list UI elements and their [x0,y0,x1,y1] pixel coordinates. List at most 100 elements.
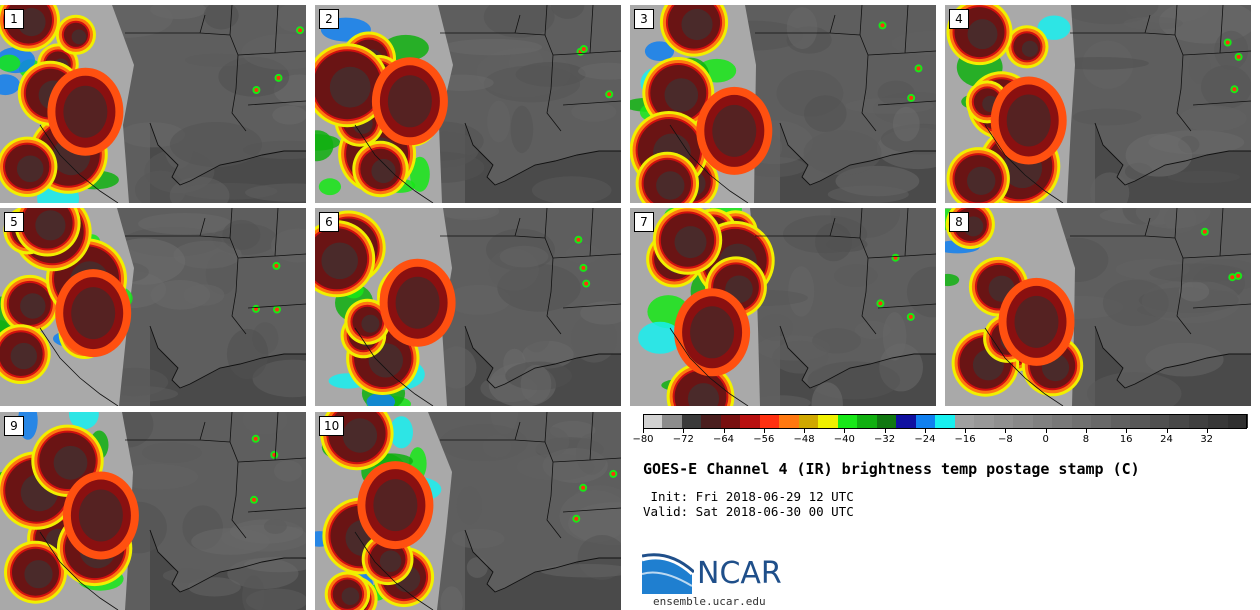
member-number: 10 [319,416,345,436]
colorbar-tick [965,428,967,433]
member-number: 9 [4,416,24,436]
colorbar-tick [1166,428,1168,433]
colorbar-segment [954,414,975,428]
valid-time: Valid: Sat 2018-06-30 00 UTC [643,504,854,519]
logo-text: NCAR [697,556,782,591]
colorbar-tick-label: 24 [1160,434,1173,445]
ensemble-member-panel: 2 [315,5,621,203]
colorbar-tick [884,428,886,433]
colorbar-segment [1091,414,1112,428]
colorbar-segment [779,414,800,428]
ir-brightness-map [945,5,1251,203]
ensemble-member-panel: 6 [315,208,621,406]
colorbar-tick-label: −40 [833,434,855,445]
colorbar-segment [701,414,722,428]
ensemble-member-panel: 8 [945,208,1251,406]
ir-brightness-map [0,208,306,406]
figure-title: GOES-E Channel 4 (IR) brightness temp po… [643,460,1140,478]
ir-brightness-map [630,208,936,406]
colorbar-tick-label: −72 [672,434,694,445]
colorbar-tick [1005,428,1007,433]
colorbar-tick-label: 0 [1042,434,1049,445]
colorbar-segment [643,414,664,428]
ir-brightness-map [315,5,621,203]
ncar-logo: NCAR [641,552,802,598]
colorbar-tick [1045,428,1047,433]
ir-brightness-map [945,208,1251,406]
colorbar-segment [974,414,995,428]
colorbar-segment [1032,414,1053,428]
colorbar-segment [1188,414,1209,428]
ensemble-member-panel: 9 [0,412,306,610]
colorbar-segment [876,414,897,428]
colorbar-tick [1085,428,1087,433]
colorbar-tick [924,428,926,433]
site-url: ensemble.ucar.edu [653,595,766,608]
colorbar-tick-label: −48 [793,434,815,445]
colorbar-segment [818,414,839,428]
colorbar-tick-label: 16 [1119,434,1133,445]
colorbar-segment [1227,414,1248,428]
ensemble-member-panel: 1 [0,5,306,203]
colorbar-tick-label: −8 [998,434,1013,445]
colorbar-tick-label: −32 [874,434,896,445]
colorbar-segment [837,414,858,428]
colorbar-tick [723,428,725,433]
colorbar-tick [844,428,846,433]
colorbar-tick [763,428,765,433]
colorbar-segment [896,414,917,428]
ir-brightness-map [315,208,621,406]
colorbar-segment [681,414,703,428]
member-number: 8 [949,212,969,232]
member-number: 3 [634,9,654,29]
colorbar-segment [740,414,761,428]
member-number: 4 [949,9,969,29]
colorbar-tick-label: −16 [954,434,976,445]
member-number: 1 [4,9,24,29]
colorbar-segment [1071,414,1092,428]
ncar-logo-swoosh-icon [641,553,696,594]
init-time: Init: Fri 2018-06-29 12 UTC [643,489,854,504]
colorbar-segment [1052,414,1073,428]
member-number: 5 [4,212,24,232]
colorbar-segment [857,414,878,428]
colorbar-tick-label: −24 [914,434,936,445]
colorbar-segment [1013,414,1034,428]
colorbar-segment [935,414,956,428]
ir-brightness-map [315,412,621,610]
member-number: 7 [634,212,654,232]
colorbar-segment [1149,414,1170,428]
colorbar-tick [683,428,685,433]
colorbar-segment [662,414,683,428]
ensemble-member-panel: 7 [630,208,936,406]
colorbar-segment [993,414,1014,428]
colorbar-segment [1110,414,1131,428]
ir-brightness-map [0,412,306,610]
colorbar-segment [1169,414,1190,428]
ensemble-member-panel: 10 [315,412,621,610]
colorbar-segment [1130,414,1151,428]
ir-brightness-map [0,5,306,203]
colorbar-segment [798,414,819,428]
colorbar-tick [1126,428,1128,433]
colorbar-segment [1208,414,1229,428]
member-number: 6 [319,212,339,232]
colorbar-tick-label: −56 [753,434,775,445]
colorbar-tick [643,428,644,433]
colorbar-tick-label: −64 [712,434,735,445]
colorbar: −80 −72 −64 −56 −48 −40 −32 −24 −16 −8 0 8 16 24 32 [632,412,1250,448]
colorbar-segment [915,414,936,428]
ir-brightness-map [630,5,936,203]
ensemble-member-panel: 5 [0,208,306,406]
colorbar-tick [804,428,806,433]
ensemble-member-panel: 3 [630,5,936,203]
colorbar-tick-label: −80 [632,434,654,445]
colorbar-segment [720,414,742,428]
colorbar-outline [643,414,1247,429]
colorbar-tick-label: 8 [1082,434,1090,445]
colorbar-tick [1206,428,1208,433]
colorbar-segment [759,414,780,428]
ensemble-member-panel: 4 [945,5,1251,203]
member-number: 2 [319,9,339,29]
colorbar-tick-label: 32 [1200,434,1214,445]
